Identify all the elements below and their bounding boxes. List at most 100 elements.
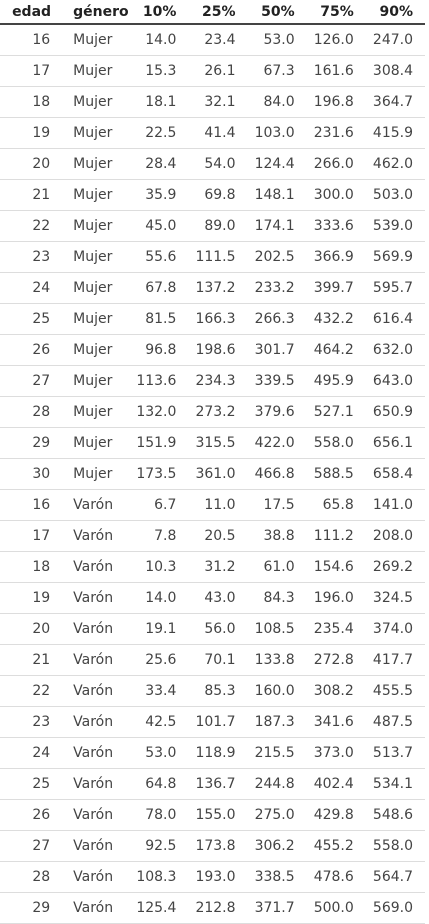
cell-p90: 415.9 bbox=[365, 117, 425, 149]
cell-edad: 20 bbox=[0, 613, 64, 645]
table-body: 16 Mujer 14.0 23.4 53.0 126.0 247.0 17 Mujer 15.3… bbox=[0, 24, 425, 924]
table-row: 26 Mujer 96.8 198.6 301.7 464.2 632.0 bbox=[0, 334, 425, 366]
table-row: 27 Varón 92.5 173.8 306.2 455.2 558.0 bbox=[0, 830, 425, 862]
cell-p10: 132.0 bbox=[129, 396, 189, 428]
cell-p75: 527.1 bbox=[306, 396, 366, 428]
cell-p25: 111.5 bbox=[188, 241, 248, 273]
cell-p75: 464.2 bbox=[306, 334, 366, 366]
cell-edad: 16 bbox=[0, 24, 64, 56]
cell-p50: 422.0 bbox=[247, 427, 307, 459]
cell-genero: Mujer bbox=[63, 396, 130, 428]
cell-p10: 14.0 bbox=[129, 582, 189, 614]
table-row: 27 Mujer 113.6 234.3 339.5 495.9 643.0 bbox=[0, 365, 425, 397]
cell-genero: Mujer bbox=[63, 241, 130, 273]
cell-p90: 462.0 bbox=[365, 148, 425, 180]
table-row: 17 Varón 7.8 20.5 38.8 111.2 208.0 bbox=[0, 520, 425, 552]
cell-edad: 28 bbox=[0, 861, 64, 893]
cell-p10: 18.1 bbox=[129, 86, 189, 118]
cell-p25: 43.0 bbox=[188, 582, 248, 614]
cell-p25: 234.3 bbox=[188, 365, 248, 397]
header-p90: 90% bbox=[365, 0, 425, 25]
cell-p90: 374.0 bbox=[365, 613, 425, 645]
cell-p75: 402.4 bbox=[306, 768, 366, 800]
cell-p50: 17.5 bbox=[247, 489, 307, 521]
cell-p25: 137.2 bbox=[188, 272, 248, 304]
cell-p25: 273.2 bbox=[188, 396, 248, 428]
cell-p90: 643.0 bbox=[365, 365, 425, 397]
cell-p90: 595.7 bbox=[365, 272, 425, 304]
cell-genero: Varón bbox=[63, 830, 130, 862]
cell-genero: Mujer bbox=[63, 272, 130, 304]
cell-p50: 61.0 bbox=[247, 551, 307, 583]
cell-p25: 26.1 bbox=[188, 55, 248, 87]
cell-p50: 233.2 bbox=[247, 272, 307, 304]
cell-p75: 373.0 bbox=[306, 737, 366, 769]
header-p75: 75% bbox=[306, 0, 366, 25]
cell-p90: 364.7 bbox=[365, 86, 425, 118]
cell-edad: 23 bbox=[0, 706, 64, 738]
table-row: 24 Varón 53.0 118.9 215.5 373.0 513.7 bbox=[0, 737, 425, 769]
table-row: 21 Mujer 35.9 69.8 148.1 300.0 503.0 bbox=[0, 179, 425, 211]
cell-genero: Mujer bbox=[63, 210, 130, 242]
cell-p50: 148.1 bbox=[247, 179, 307, 211]
cell-p75: 500.0 bbox=[306, 892, 366, 924]
cell-p90: 503.0 bbox=[365, 179, 425, 211]
cell-edad: 22 bbox=[0, 210, 64, 242]
cell-edad: 26 bbox=[0, 799, 64, 831]
table-row: 16 Varón 6.7 11.0 17.5 65.8 141.0 bbox=[0, 489, 425, 521]
cell-p25: 173.8 bbox=[188, 830, 248, 862]
table-row: 22 Varón 33.4 85.3 160.0 308.2 455.5 bbox=[0, 675, 425, 707]
cell-p10: 64.8 bbox=[129, 768, 189, 800]
cell-genero: Varón bbox=[63, 551, 130, 583]
table-row: 28 Varón 108.3 193.0 338.5 478.6 564.7 bbox=[0, 861, 425, 893]
cell-p25: 23.4 bbox=[188, 24, 248, 56]
table-row: 18 Mujer 18.1 32.1 84.0 196.8 364.7 bbox=[0, 86, 425, 118]
table-row: 22 Mujer 45.0 89.0 174.1 333.6 539.0 bbox=[0, 210, 425, 242]
cell-p25: 11.0 bbox=[188, 489, 248, 521]
cell-edad: 29 bbox=[0, 892, 64, 924]
cell-p25: 136.7 bbox=[188, 768, 248, 800]
cell-p50: 103.0 bbox=[247, 117, 307, 149]
cell-p90: 632.0 bbox=[365, 334, 425, 366]
cell-p10: 113.6 bbox=[129, 365, 189, 397]
cell-edad: 18 bbox=[0, 551, 64, 583]
cell-genero: Varón bbox=[63, 799, 130, 831]
cell-p50: 108.5 bbox=[247, 613, 307, 645]
cell-p75: 65.8 bbox=[306, 489, 366, 521]
cell-p50: 371.7 bbox=[247, 892, 307, 924]
header-row: edad género 10% 25% 50% 75% 90% bbox=[0, 0, 425, 25]
cell-genero: Varón bbox=[63, 861, 130, 893]
cell-p10: 78.0 bbox=[129, 799, 189, 831]
cell-p75: 455.2 bbox=[306, 830, 366, 862]
cell-p50: 339.5 bbox=[247, 365, 307, 397]
cell-genero: Mujer bbox=[63, 86, 130, 118]
cell-p50: 244.8 bbox=[247, 768, 307, 800]
cell-p10: 96.8 bbox=[129, 334, 189, 366]
cell-p90: 569.0 bbox=[365, 892, 425, 924]
table-row: 29 Mujer 151.9 315.5 422.0 558.0 656.1 bbox=[0, 427, 425, 459]
table-row: 17 Mujer 15.3 26.1 67.3 161.6 308.4 bbox=[0, 55, 425, 87]
table-row: 25 Varón 64.8 136.7 244.8 402.4 534.1 bbox=[0, 768, 425, 800]
cell-genero: Mujer bbox=[63, 24, 130, 56]
cell-edad: 25 bbox=[0, 303, 64, 335]
cell-p50: 124.4 bbox=[247, 148, 307, 180]
cell-genero: Varón bbox=[63, 520, 130, 552]
table-row: 23 Mujer 55.6 111.5 202.5 366.9 569.9 bbox=[0, 241, 425, 273]
cell-p10: 45.0 bbox=[129, 210, 189, 242]
cell-p50: 379.6 bbox=[247, 396, 307, 428]
cell-p75: 558.0 bbox=[306, 427, 366, 459]
cell-p90: 548.6 bbox=[365, 799, 425, 831]
cell-p75: 495.9 bbox=[306, 365, 366, 397]
cell-genero: Varón bbox=[63, 613, 130, 645]
cell-p10: 10.3 bbox=[129, 551, 189, 583]
cell-edad: 27 bbox=[0, 830, 64, 862]
cell-p50: 266.3 bbox=[247, 303, 307, 335]
table-header: edad género 10% 25% 50% 75% 90% bbox=[0, 0, 425, 25]
cell-p10: 81.5 bbox=[129, 303, 189, 335]
cell-edad: 17 bbox=[0, 55, 64, 87]
cell-p90: 417.7 bbox=[365, 644, 425, 676]
cell-edad: 28 bbox=[0, 396, 64, 428]
cell-p50: 338.5 bbox=[247, 861, 307, 893]
cell-p90: 564.7 bbox=[365, 861, 425, 893]
